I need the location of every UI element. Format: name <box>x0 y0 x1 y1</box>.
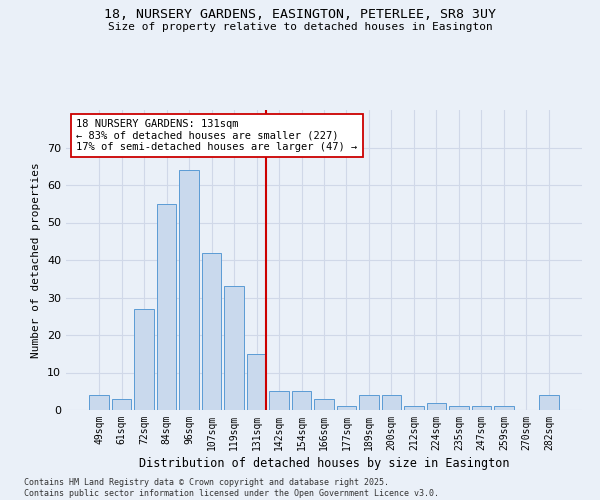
Bar <box>427 402 446 410</box>
Bar <box>472 406 491 410</box>
Text: Size of property relative to detached houses in Easington: Size of property relative to detached ho… <box>107 22 493 32</box>
Bar <box>224 286 244 410</box>
Bar <box>269 391 289 410</box>
Bar <box>89 395 109 410</box>
Bar <box>292 391 311 410</box>
Bar <box>247 354 266 410</box>
Bar <box>449 406 469 410</box>
Bar <box>494 406 514 410</box>
Text: 18, NURSERY GARDENS, EASINGTON, PETERLEE, SR8 3UY: 18, NURSERY GARDENS, EASINGTON, PETERLEE… <box>104 8 496 20</box>
Bar <box>112 399 131 410</box>
Bar <box>539 395 559 410</box>
Bar <box>134 308 154 410</box>
Text: Contains HM Land Registry data © Crown copyright and database right 2025.
Contai: Contains HM Land Registry data © Crown c… <box>24 478 439 498</box>
Bar <box>337 406 356 410</box>
Text: 18 NURSERY GARDENS: 131sqm
← 83% of detached houses are smaller (227)
17% of sem: 18 NURSERY GARDENS: 131sqm ← 83% of deta… <box>76 119 358 152</box>
Y-axis label: Number of detached properties: Number of detached properties <box>31 162 41 358</box>
Bar <box>202 252 221 410</box>
Bar <box>179 170 199 410</box>
Text: Distribution of detached houses by size in Easington: Distribution of detached houses by size … <box>139 458 509 470</box>
Bar <box>359 395 379 410</box>
Bar <box>382 395 401 410</box>
Bar <box>404 406 424 410</box>
Bar <box>314 399 334 410</box>
Bar <box>157 204 176 410</box>
